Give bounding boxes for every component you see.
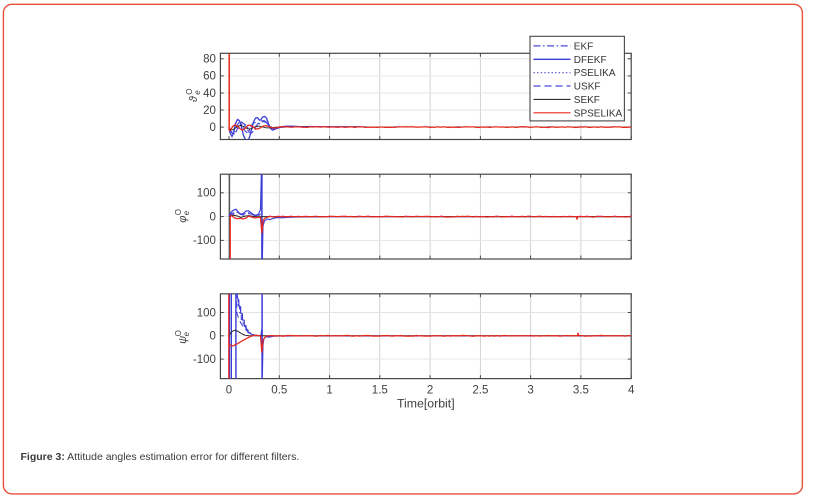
svg-text:O: O xyxy=(174,209,183,215)
svg-text:SPSELIKA: SPSELIKA xyxy=(574,108,623,119)
svg-text:60: 60 xyxy=(203,71,216,83)
svg-text:100: 100 xyxy=(197,188,216,200)
svg-text:4: 4 xyxy=(628,385,635,397)
svg-text:SEKF: SEKF xyxy=(574,95,600,106)
svg-text:0: 0 xyxy=(226,385,232,397)
svg-text:1: 1 xyxy=(326,385,332,397)
svg-text:DFEKF: DFEKF xyxy=(574,55,607,66)
svg-text:USKF: USKF xyxy=(574,82,601,93)
svg-text:Time[orbit]: Time[orbit] xyxy=(397,397,455,411)
svg-text:ψ: ψ xyxy=(177,336,189,344)
svg-text:0: 0 xyxy=(209,122,215,134)
svg-text:EKF: EKF xyxy=(574,41,593,52)
svg-text:3: 3 xyxy=(527,385,533,397)
svg-text:e: e xyxy=(182,331,191,336)
svg-text:ϑ: ϑ xyxy=(188,95,200,102)
svg-text:PSELIKA: PSELIKA xyxy=(574,68,616,79)
svg-text:O: O xyxy=(174,330,183,336)
svg-text:-100: -100 xyxy=(193,354,216,366)
svg-text:e: e xyxy=(193,90,202,95)
svg-text:-100: -100 xyxy=(193,235,216,247)
svg-text:20: 20 xyxy=(203,105,216,117)
svg-text:40: 40 xyxy=(203,88,216,100)
svg-text:2: 2 xyxy=(427,385,433,397)
svg-text:0.5: 0.5 xyxy=(271,385,287,397)
svg-text:1.5: 1.5 xyxy=(372,385,388,397)
svg-text:φ: φ xyxy=(177,216,189,223)
svg-text:O: O xyxy=(185,89,194,95)
svg-text:0: 0 xyxy=(209,211,215,223)
svg-text:2.5: 2.5 xyxy=(472,385,488,397)
svg-text:80: 80 xyxy=(203,54,216,66)
svg-text:3.5: 3.5 xyxy=(573,385,589,397)
svg-text:100: 100 xyxy=(197,307,216,319)
svg-text:0: 0 xyxy=(209,331,215,343)
svg-text:e: e xyxy=(182,210,191,215)
svg-text:Figure 3: Attitude angles esti: Figure 3: Attitude angles estimation err… xyxy=(21,451,300,463)
